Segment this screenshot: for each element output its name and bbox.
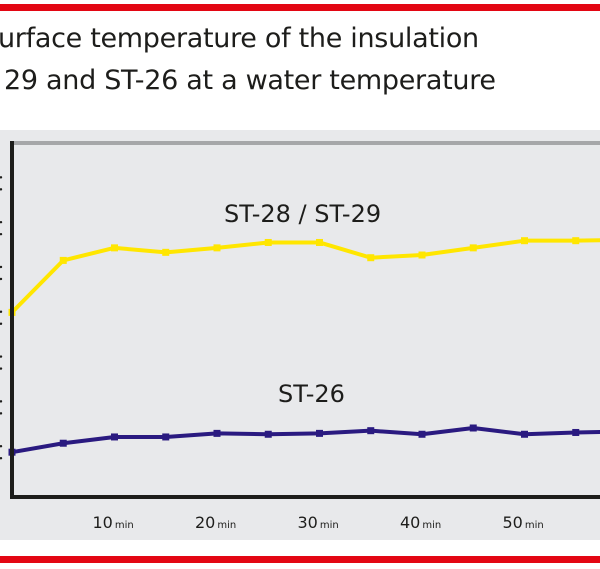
data-point xyxy=(316,429,323,437)
series-layer xyxy=(8,237,600,456)
y-tick-dot xyxy=(0,265,3,269)
y-tick-dot xyxy=(0,188,3,191)
data-point xyxy=(418,251,426,259)
x-tick-label: 20 min xyxy=(195,513,236,532)
y-tick-dot xyxy=(0,232,3,236)
data-point xyxy=(316,238,323,246)
x-tick-label: 30 min xyxy=(298,513,339,532)
data-point xyxy=(213,429,221,437)
x-tick-unit: min xyxy=(525,520,544,531)
x-tick-value: 10 xyxy=(93,513,113,532)
data-point xyxy=(418,430,426,438)
data-point xyxy=(367,254,375,262)
data-point xyxy=(367,427,375,435)
chart-panel xyxy=(0,130,600,540)
y-axis-ticks xyxy=(0,176,3,460)
data-point xyxy=(59,256,67,264)
series-label-st-26: ST-26 xyxy=(278,380,345,408)
x-tick-label: 40 min xyxy=(400,513,441,532)
y-tick-dot xyxy=(0,220,3,224)
y-tick-dot xyxy=(0,400,3,403)
x-tick-label: 10 min xyxy=(93,513,134,532)
y-tick-dot xyxy=(0,444,3,448)
x-tick-value: 30 xyxy=(298,513,318,532)
x-axis-ticks: 10 min 20 min 30 min 40 min 50 min xyxy=(93,513,544,532)
x-tick-label: 50 min xyxy=(503,513,544,532)
x-tick-value: 50 xyxy=(503,513,523,532)
data-point xyxy=(162,248,170,256)
y-tick-dot xyxy=(0,176,3,179)
y-tick-dot xyxy=(0,456,3,460)
data-point xyxy=(111,433,118,441)
y-tick-dot xyxy=(0,367,3,370)
y-tick-dot xyxy=(0,322,3,325)
data-point xyxy=(111,244,118,252)
x-tick-value: 40 xyxy=(400,513,420,532)
data-point xyxy=(213,244,221,252)
y-tick-dot xyxy=(0,310,3,313)
bottom-accent-bar xyxy=(0,556,600,563)
top-accent-bar xyxy=(0,4,600,11)
data-point xyxy=(469,424,477,432)
series-st-28-st-29 xyxy=(8,237,600,316)
data-point xyxy=(521,430,528,438)
x-tick-unit: min xyxy=(320,520,339,531)
data-point xyxy=(521,237,528,245)
y-tick-dot xyxy=(0,355,3,358)
data-point xyxy=(264,430,272,438)
y-tick-dot xyxy=(0,277,3,281)
x-tick-unit: min xyxy=(217,520,236,531)
chart-title-line-1: urface temperature of the insulation xyxy=(0,23,479,54)
x-tick-unit: min xyxy=(422,520,441,531)
x-tick-value: 20 xyxy=(195,513,215,532)
data-point xyxy=(264,238,272,246)
data-point xyxy=(162,433,170,441)
series-label-st-28-st-29: ST-28 / ST-29 xyxy=(224,200,381,228)
chart-title: urface temperature of the insulation 29 … xyxy=(0,18,600,102)
data-point xyxy=(572,237,580,245)
data-point xyxy=(572,428,580,436)
series-st-26 xyxy=(8,424,600,456)
data-point xyxy=(59,439,67,447)
x-tick-unit: min xyxy=(115,520,134,531)
data-point xyxy=(469,244,477,252)
series-line xyxy=(10,237,600,314)
series-line xyxy=(11,425,600,455)
y-tick-dot xyxy=(0,412,3,415)
chart-title-line-2: 29 and ST-26 at a water temperature xyxy=(4,65,496,96)
